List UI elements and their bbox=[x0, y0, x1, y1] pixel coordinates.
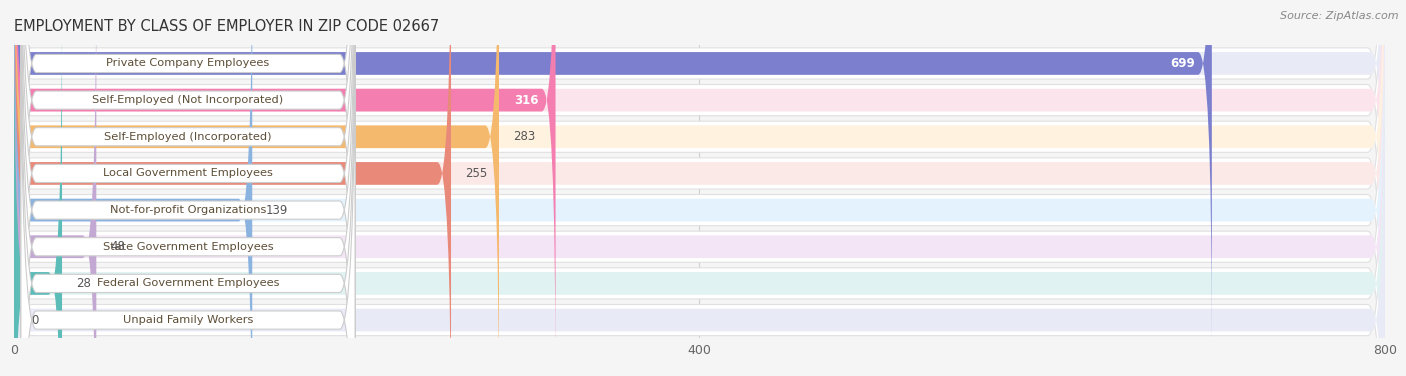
FancyBboxPatch shape bbox=[14, 0, 1385, 376]
FancyBboxPatch shape bbox=[14, 0, 1385, 376]
Text: 283: 283 bbox=[513, 130, 534, 143]
FancyBboxPatch shape bbox=[14, 0, 1385, 346]
Text: 28: 28 bbox=[76, 277, 90, 290]
FancyBboxPatch shape bbox=[14, 0, 1385, 376]
FancyBboxPatch shape bbox=[21, 0, 356, 376]
FancyBboxPatch shape bbox=[14, 0, 1385, 376]
FancyBboxPatch shape bbox=[14, 0, 1385, 376]
FancyBboxPatch shape bbox=[21, 0, 356, 376]
FancyBboxPatch shape bbox=[21, 0, 356, 376]
FancyBboxPatch shape bbox=[14, 2, 62, 376]
Text: Private Company Employees: Private Company Employees bbox=[107, 58, 270, 68]
FancyBboxPatch shape bbox=[14, 0, 1385, 376]
FancyBboxPatch shape bbox=[14, 38, 1385, 376]
FancyBboxPatch shape bbox=[14, 0, 555, 376]
FancyBboxPatch shape bbox=[14, 0, 1385, 376]
FancyBboxPatch shape bbox=[14, 0, 1385, 376]
Text: 48: 48 bbox=[110, 240, 125, 253]
Text: 255: 255 bbox=[465, 167, 486, 180]
FancyBboxPatch shape bbox=[21, 0, 356, 376]
FancyBboxPatch shape bbox=[14, 0, 1212, 346]
FancyBboxPatch shape bbox=[14, 0, 1385, 376]
Text: Self-Employed (Not Incorporated): Self-Employed (Not Incorporated) bbox=[93, 95, 284, 105]
Text: 139: 139 bbox=[266, 203, 288, 217]
FancyBboxPatch shape bbox=[14, 0, 499, 376]
Text: Federal Government Employees: Federal Government Employees bbox=[97, 278, 280, 288]
Text: 699: 699 bbox=[1170, 57, 1195, 70]
FancyBboxPatch shape bbox=[14, 0, 1385, 376]
Text: Not-for-profit Organizations: Not-for-profit Organizations bbox=[110, 205, 266, 215]
FancyBboxPatch shape bbox=[14, 0, 1385, 376]
Text: Source: ZipAtlas.com: Source: ZipAtlas.com bbox=[1281, 11, 1399, 21]
FancyBboxPatch shape bbox=[14, 0, 1385, 376]
Text: EMPLOYMENT BY CLASS OF EMPLOYER IN ZIP CODE 02667: EMPLOYMENT BY CLASS OF EMPLOYER IN ZIP C… bbox=[14, 19, 439, 34]
FancyBboxPatch shape bbox=[21, 0, 356, 376]
FancyBboxPatch shape bbox=[21, 0, 356, 376]
FancyBboxPatch shape bbox=[14, 0, 252, 376]
Text: State Government Employees: State Government Employees bbox=[103, 242, 273, 252]
FancyBboxPatch shape bbox=[21, 0, 356, 376]
Text: 316: 316 bbox=[515, 94, 538, 107]
Text: 0: 0 bbox=[31, 314, 38, 327]
Text: Local Government Employees: Local Government Employees bbox=[103, 168, 273, 179]
FancyBboxPatch shape bbox=[14, 0, 451, 376]
Text: Unpaid Family Workers: Unpaid Family Workers bbox=[122, 315, 253, 325]
Text: Self-Employed (Incorporated): Self-Employed (Incorporated) bbox=[104, 132, 271, 142]
FancyBboxPatch shape bbox=[21, 0, 356, 376]
FancyBboxPatch shape bbox=[14, 0, 96, 376]
FancyBboxPatch shape bbox=[14, 0, 1385, 376]
FancyBboxPatch shape bbox=[14, 2, 1385, 376]
